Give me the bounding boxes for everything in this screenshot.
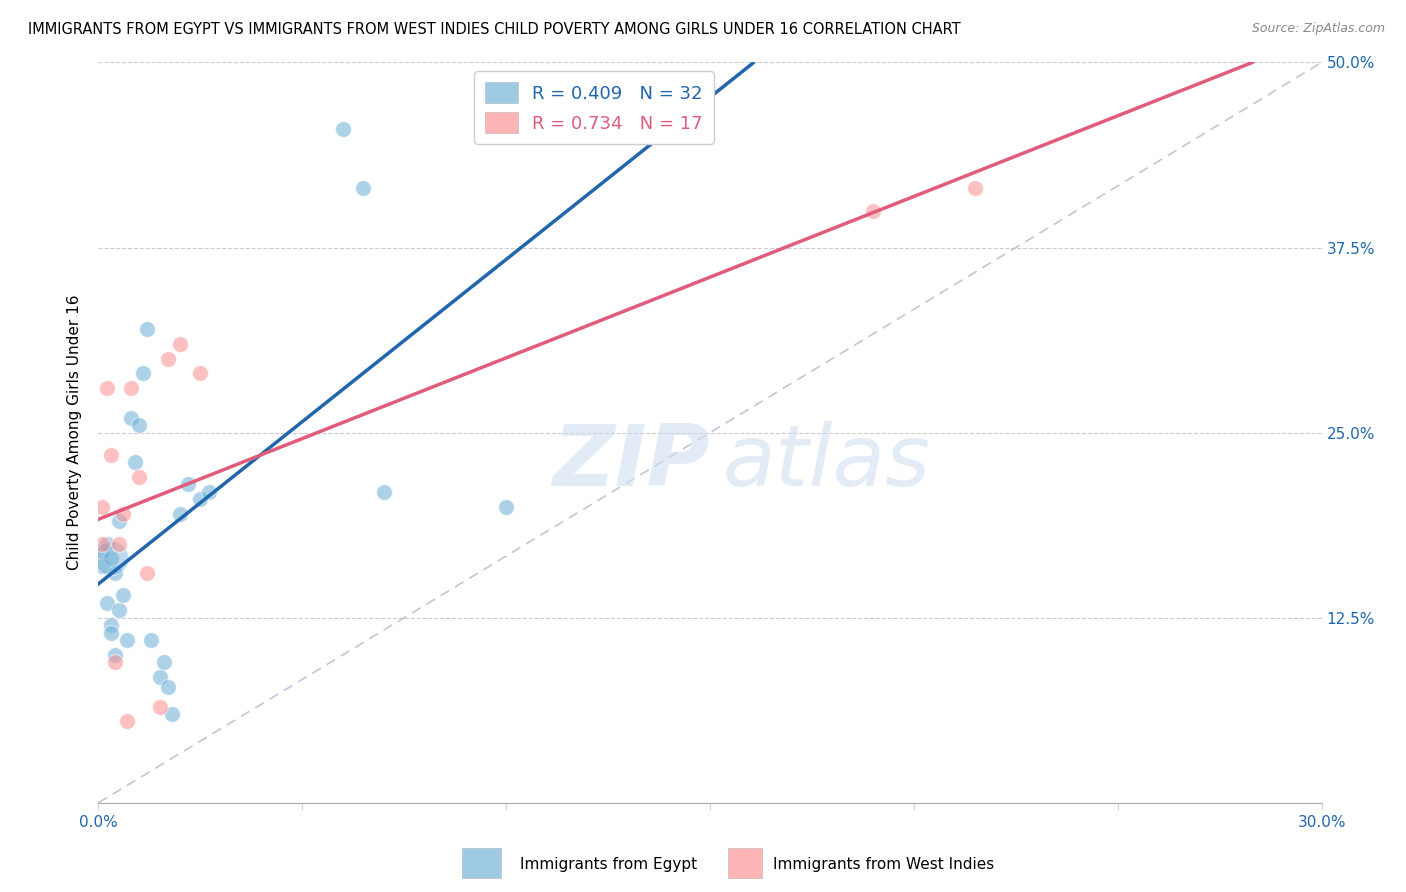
Point	[96, 596, 118, 610]
Point	[91, 558, 114, 573]
Point	[373, 484, 395, 499]
Point	[197, 484, 219, 499]
Text: Immigrants from Egypt: Immigrants from Egypt	[520, 857, 697, 872]
Point	[100, 625, 122, 640]
Point	[536, 122, 558, 136]
Point	[141, 632, 163, 647]
FancyBboxPatch shape	[728, 847, 762, 878]
FancyBboxPatch shape	[461, 847, 501, 878]
Text: IMMIGRANTS FROM EGYPT VS IMMIGRANTS FROM WEST INDIES CHILD POVERTY AMONG GIRLS U: IMMIGRANTS FROM EGYPT VS IMMIGRANTS FROM…	[28, 22, 960, 37]
Point	[104, 566, 127, 581]
Point	[128, 470, 150, 484]
Point	[136, 322, 159, 336]
Y-axis label: Child Poverty Among Girls Under 16: Child Poverty Among Girls Under 16	[67, 295, 83, 570]
Point	[96, 381, 118, 395]
Point	[108, 536, 131, 550]
Point	[132, 367, 155, 381]
Point	[965, 181, 987, 195]
Point	[104, 655, 127, 669]
Point	[96, 536, 118, 550]
Point	[100, 551, 122, 566]
Point	[100, 551, 122, 566]
Point	[495, 500, 517, 514]
Point	[156, 681, 179, 695]
Point	[120, 381, 142, 395]
Point	[104, 648, 127, 662]
Point	[108, 603, 131, 617]
Legend: R = 0.409   N = 32, R = 0.734   N = 17: R = 0.409 N = 32, R = 0.734 N = 17	[474, 71, 714, 144]
Text: Source: ZipAtlas.com: Source: ZipAtlas.com	[1251, 22, 1385, 36]
Point	[188, 367, 212, 381]
Point	[91, 500, 114, 514]
Point	[111, 589, 134, 603]
Point	[160, 706, 183, 721]
Point	[108, 515, 131, 529]
Text: atlas: atlas	[723, 421, 931, 504]
Point	[188, 492, 212, 507]
Point	[128, 418, 150, 433]
Text: Immigrants from West Indies: Immigrants from West Indies	[773, 857, 994, 872]
Point	[115, 714, 138, 729]
Point	[100, 618, 122, 632]
Point	[149, 699, 172, 714]
Point	[169, 336, 191, 351]
Point	[91, 544, 114, 558]
Point	[332, 122, 354, 136]
Point	[156, 351, 179, 366]
Point	[91, 536, 114, 550]
Point	[120, 410, 142, 425]
Point	[115, 632, 138, 647]
Point	[862, 203, 884, 218]
Point	[169, 507, 191, 521]
Point	[352, 181, 374, 195]
Point	[177, 477, 200, 491]
Text: ZIP: ZIP	[553, 421, 710, 504]
Point	[100, 448, 122, 462]
Point	[111, 507, 134, 521]
Point	[136, 566, 159, 581]
Point	[124, 455, 146, 469]
Point	[152, 655, 174, 669]
Point	[149, 670, 172, 684]
